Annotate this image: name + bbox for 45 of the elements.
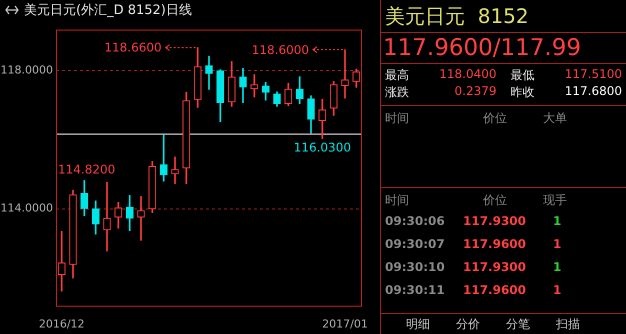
text: 扫描: [556, 317, 580, 331]
candlestick: [205, 56, 213, 90]
text: 117.9300: [463, 214, 526, 228]
text: 09:30:11: [385, 283, 445, 297]
candlestick: [103, 182, 111, 252]
text: 时间: [385, 193, 409, 207]
text: 最低: [510, 68, 534, 82]
text: 117.9300: [463, 260, 526, 274]
annotation: 114.8200: [58, 162, 116, 177]
candlestick: [171, 156, 179, 184]
candlestick: [137, 196, 145, 241]
x-tick-label: 2016/12: [38, 317, 85, 330]
text: 价位: [483, 193, 507, 207]
y-tick-label: 114.0000: [0, 202, 53, 215]
text: 1: [553, 283, 562, 297]
x-tick-label: 2017/01: [322, 317, 368, 330]
text: 价位: [483, 111, 507, 125]
text: 大单: [543, 111, 567, 125]
annotation: 118.6600: [104, 40, 162, 55]
text: 时间: [385, 111, 409, 125]
text: 117.9600: [463, 237, 526, 251]
text: 美元日元 8152: [385, 4, 529, 28]
text: 09:30:06: [385, 214, 445, 228]
annotation: 118.6000: [252, 42, 309, 57]
annotation: 116.0300: [294, 140, 351, 155]
text: 09:30:10: [385, 260, 445, 274]
text: 117.9600: [463, 283, 526, 297]
text: 117.9600/117.99: [383, 35, 581, 61]
chart-title: 美元日元(外汇_D 8152)日线: [24, 2, 192, 19]
text: 分笔: [506, 317, 530, 331]
text: 1: [553, 214, 562, 228]
text: 0.2379: [454, 84, 497, 98]
text: 涨跌: [385, 85, 409, 99]
y-tick-label: 118.0000: [0, 63, 53, 76]
text: 118.0400: [439, 67, 497, 81]
text: 最高: [385, 68, 409, 82]
text: 明细: [406, 317, 430, 331]
text: 分价: [456, 317, 480, 331]
text: 昨收: [510, 85, 534, 99]
text: 117.5100: [564, 67, 622, 81]
text: 1: [553, 260, 562, 274]
text: 1: [553, 237, 562, 251]
text: 117.6800: [564, 84, 622, 98]
text: 现手: [543, 193, 567, 207]
text: 09:30:07: [385, 237, 445, 251]
